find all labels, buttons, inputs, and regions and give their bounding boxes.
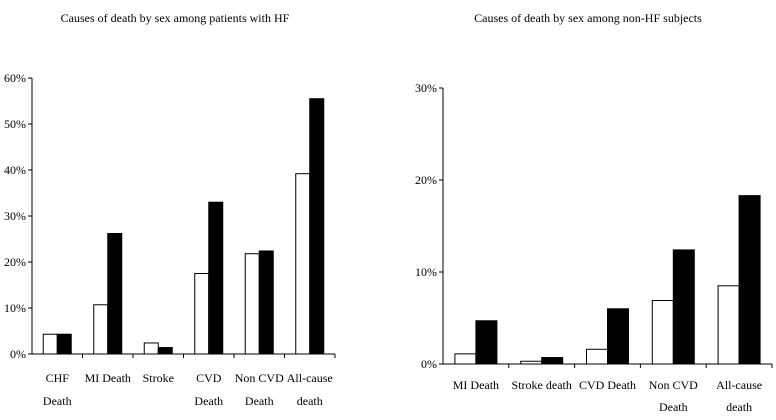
bar [93, 304, 109, 355]
bar [717, 285, 740, 365]
x-tick-label: CVD Death [579, 378, 636, 392]
x-tick-label: death [297, 394, 323, 408]
y-tick-label: 30% [4, 209, 26, 223]
bar [672, 249, 695, 365]
x-tick-label: All-cause [287, 371, 333, 385]
bar [454, 353, 477, 365]
x-tick-label: Death [245, 394, 274, 408]
chart-hf-patients: Causes of death by sex among patients wi… [4, 11, 336, 408]
x-tick-label: MI Death [453, 378, 499, 392]
x-tick-label: CHF [46, 371, 70, 385]
chart-title: Causes of death by sex among non-HF subj… [474, 11, 702, 25]
bar [520, 360, 543, 365]
bar [208, 201, 224, 355]
bar [541, 357, 564, 365]
chart-title: Causes of death by sex among patients wi… [61, 11, 290, 25]
y-tick-label: 40% [4, 163, 26, 177]
y-tick-label: 60% [4, 71, 26, 85]
x-tick-label: Stroke death [512, 378, 572, 392]
x-tick-label: Non CVD [235, 371, 284, 385]
bar [244, 253, 260, 355]
bar [157, 347, 173, 355]
x-tick-label: All-cause [716, 378, 762, 392]
bar [295, 173, 311, 355]
bar [143, 342, 159, 355]
x-tick-label: Death [194, 394, 223, 408]
bar [607, 308, 629, 365]
y-tick-label: 20% [415, 173, 437, 187]
bar [738, 195, 761, 365]
chart-non-hf-subjects: Causes of death by sex among non-HF subj… [415, 11, 773, 414]
x-tick-label: Non CVD [649, 378, 698, 392]
x-tick-label: Death [659, 400, 688, 414]
x-tick-label: Stroke [143, 371, 174, 385]
x-tick-label: Death [43, 394, 72, 408]
bar [42, 333, 58, 355]
y-tick-label: 50% [4, 117, 26, 131]
x-tick-label: death [726, 400, 752, 414]
y-tick-label: 10% [415, 265, 437, 279]
y-tick-label: 0% [10, 347, 26, 361]
x-tick-label: CVD [196, 371, 222, 385]
y-tick-label: 30% [415, 81, 437, 95]
y-tick-label: 20% [4, 255, 26, 269]
bar [475, 320, 498, 365]
y-tick-label: 10% [4, 301, 26, 315]
y-tick-label: 0% [421, 357, 437, 371]
bar [194, 273, 210, 355]
bar [56, 333, 72, 355]
bar [309, 98, 325, 355]
bar [107, 232, 123, 355]
x-tick-label: MI Death [85, 371, 131, 385]
bar [586, 348, 608, 365]
bar [651, 300, 674, 365]
bar [258, 250, 274, 355]
